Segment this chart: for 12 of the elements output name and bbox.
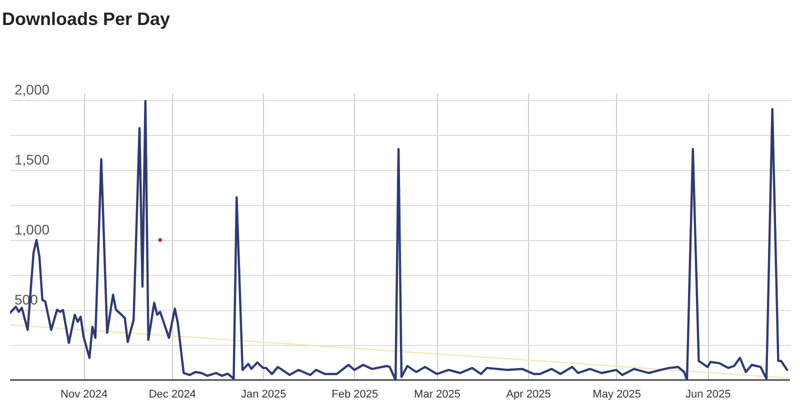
- x-tick-label: Apr 2025: [506, 388, 551, 400]
- x-tick-label: Dec 2024: [148, 388, 196, 400]
- x-tick-label: Feb 2025: [332, 388, 378, 400]
- y-tick-label: 2,000: [14, 82, 50, 98]
- y-tick-label: 1,500: [14, 152, 50, 168]
- chart-title: Downloads Per Day: [1, 8, 172, 31]
- x-tick-label: Nov 2024: [60, 388, 108, 400]
- y-tick-label: 1,000: [14, 222, 50, 238]
- x-tick-label: May 2025: [592, 388, 641, 400]
- x-tick-label: Jun 2025: [685, 388, 731, 400]
- x-tick-label: Jan 2025: [241, 388, 286, 400]
- x-tick-label: Mar 2025: [414, 388, 461, 400]
